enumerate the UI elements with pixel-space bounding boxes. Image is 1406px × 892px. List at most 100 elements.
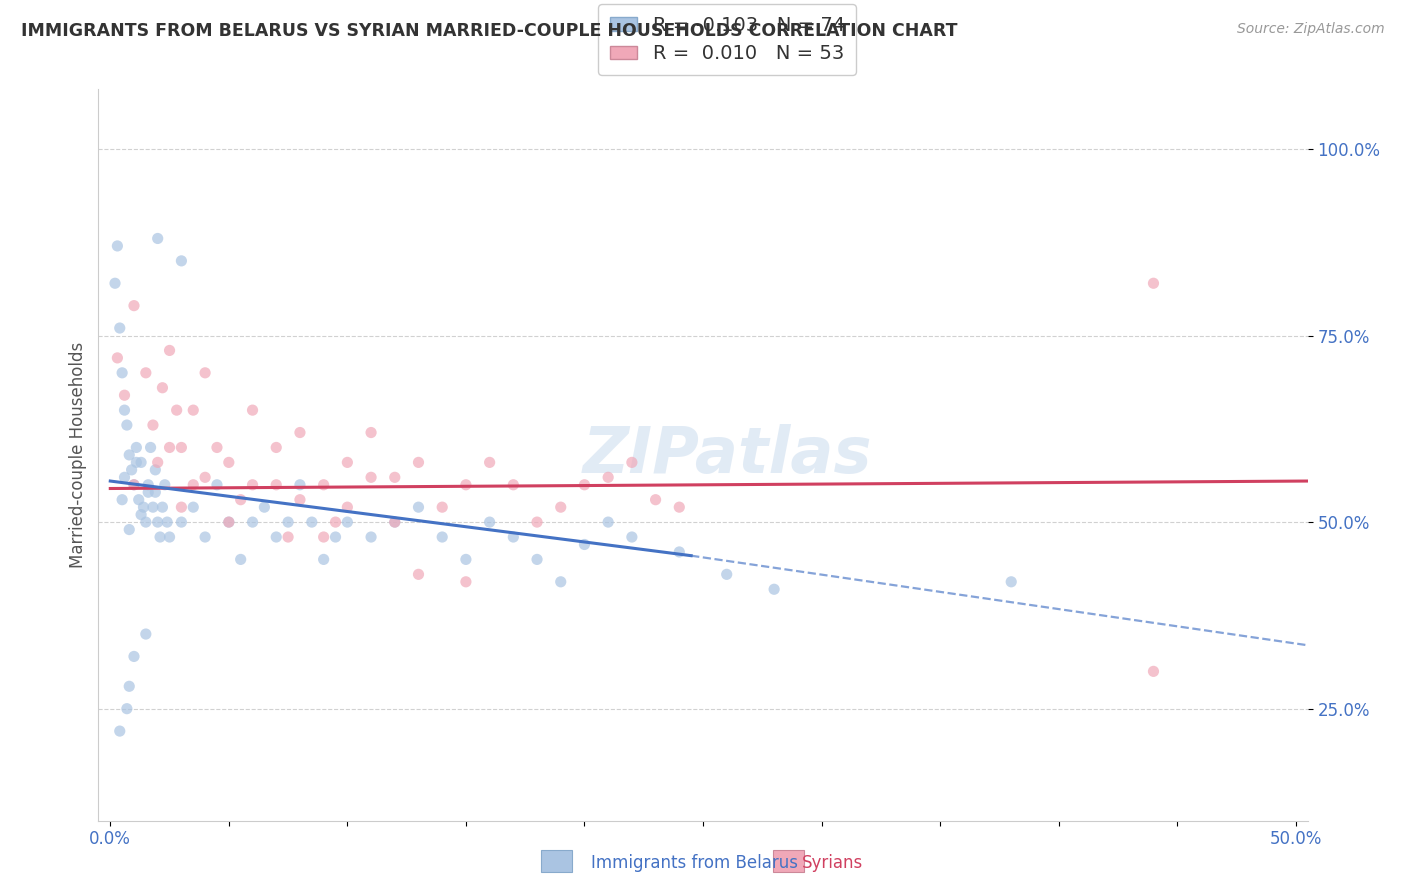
Point	[1142, 665, 1164, 679]
Point	[277, 515, 299, 529]
Point	[454, 477, 477, 491]
Point	[384, 515, 406, 529]
Point	[288, 492, 311, 507]
Point	[115, 418, 138, 433]
Point	[502, 477, 524, 491]
Point	[454, 574, 477, 589]
Point	[668, 500, 690, 515]
FancyBboxPatch shape	[541, 850, 572, 872]
Point	[408, 500, 430, 515]
Point	[143, 463, 166, 477]
Point	[325, 530, 347, 544]
Text: IMMIGRANTS FROM BELARUS VS SYRIAN MARRIED-COUPLE HOUSEHOLDS CORRELATION CHART: IMMIGRANTS FROM BELARUS VS SYRIAN MARRIE…	[21, 22, 957, 40]
Point	[105, 239, 128, 253]
Point	[288, 477, 311, 491]
Point	[218, 455, 240, 469]
Point	[132, 500, 155, 515]
Point	[122, 477, 145, 491]
Point	[432, 500, 454, 515]
Point	[1000, 574, 1022, 589]
Point	[122, 299, 145, 313]
Point	[181, 403, 204, 417]
Point	[218, 515, 240, 529]
Point	[478, 515, 501, 529]
Point	[111, 492, 134, 507]
Y-axis label: Married-couple Households: Married-couple Households	[69, 342, 87, 568]
Point	[115, 701, 138, 715]
Point	[170, 515, 193, 529]
Point	[122, 649, 145, 664]
Point	[598, 515, 620, 529]
Text: ZIPatlas: ZIPatlas	[582, 424, 872, 486]
Point	[159, 343, 181, 358]
Point	[108, 724, 131, 739]
Point	[360, 470, 382, 484]
Point	[574, 537, 596, 551]
Point	[143, 485, 166, 500]
Point	[716, 567, 738, 582]
Point	[205, 477, 228, 491]
Point	[149, 530, 172, 544]
Point	[170, 253, 193, 268]
Point	[118, 448, 141, 462]
Point	[128, 492, 150, 507]
Point	[114, 388, 136, 402]
Point	[194, 530, 217, 544]
Point	[166, 403, 188, 417]
Point	[152, 381, 174, 395]
Point	[408, 455, 430, 469]
Point	[336, 455, 359, 469]
Text: Source: ZipAtlas.com: Source: ZipAtlas.com	[1237, 22, 1385, 37]
Point	[502, 530, 524, 544]
Point	[108, 321, 131, 335]
Point	[125, 441, 148, 455]
Point	[620, 455, 643, 469]
Point	[142, 418, 165, 433]
Point	[121, 463, 143, 477]
Point	[478, 455, 501, 469]
Point	[146, 455, 169, 469]
Point	[312, 552, 335, 566]
Point	[668, 545, 690, 559]
Point	[118, 523, 141, 537]
Point	[242, 477, 264, 491]
Point	[360, 530, 382, 544]
Point	[312, 530, 335, 544]
Point	[194, 366, 217, 380]
Point	[763, 582, 786, 597]
Point	[550, 500, 572, 515]
Point	[139, 441, 162, 455]
Point	[264, 477, 287, 491]
Point	[312, 477, 335, 491]
Point	[574, 477, 596, 491]
Point	[253, 500, 276, 515]
Point	[111, 366, 134, 380]
Point	[242, 515, 264, 529]
Legend: R = -0.103   N = 74, R =  0.010   N = 53: R = -0.103 N = 74, R = 0.010 N = 53	[598, 4, 856, 75]
Point	[153, 477, 176, 491]
Point	[136, 485, 159, 500]
Point	[526, 552, 548, 566]
Point	[229, 552, 252, 566]
Point	[159, 441, 181, 455]
Point	[118, 679, 141, 693]
Point	[135, 515, 157, 529]
FancyBboxPatch shape	[773, 850, 804, 872]
Point	[125, 455, 148, 469]
Text: Syrians: Syrians	[801, 855, 863, 872]
Point	[205, 441, 228, 455]
Point	[620, 530, 643, 544]
Point	[181, 477, 204, 491]
Point	[136, 477, 159, 491]
Point	[325, 515, 347, 529]
Point	[432, 530, 454, 544]
Point	[146, 515, 169, 529]
Point	[264, 530, 287, 544]
Point	[336, 500, 359, 515]
Point	[218, 515, 240, 529]
Point	[277, 530, 299, 544]
Point	[181, 500, 204, 515]
Point	[114, 403, 136, 417]
Point	[598, 470, 620, 484]
Point	[129, 508, 152, 522]
